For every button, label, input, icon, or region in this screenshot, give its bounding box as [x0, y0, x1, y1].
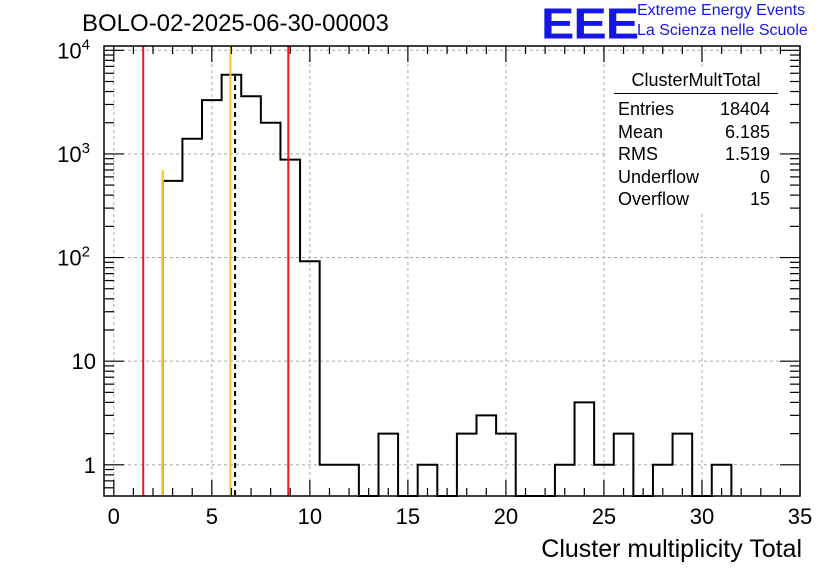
stats-row-mean: Mean 6.185 — [608, 121, 778, 144]
x-tick-label: 15 — [396, 504, 420, 529]
stats-value: 18404 — [719, 99, 770, 119]
x-axis-title: Cluster multiplicity Total — [541, 535, 802, 563]
stats-row-underflow: Underflow 0 — [608, 166, 778, 189]
stats-row-rms: RMS 1.519 — [608, 143, 778, 166]
stats-value: 6.185 — [724, 121, 770, 142]
stats-value: 1.519 — [724, 144, 770, 164]
stats-label: Entries — [618, 99, 675, 119]
brand-line-2: La Scienza nelle Scuole — [637, 22, 808, 39]
stats-label: RMS — [618, 144, 658, 164]
y-tick-label: 10 — [72, 349, 96, 374]
x-tick-label: 20 — [494, 504, 518, 529]
x-tick-label: 35 — [788, 504, 812, 529]
stats-label: Overflow — [618, 189, 690, 209]
chart-title: BOLO-02-2025-06-30-00003 — [82, 10, 389, 37]
stats-title: ClusterMultTotal — [614, 70, 778, 94]
x-tick-label: 10 — [298, 504, 322, 529]
stats-row-entries: Entries 18404 — [608, 98, 778, 121]
plot-frame — [103, 45, 801, 497]
y-tick-label: 1 — [84, 453, 96, 478]
x-tick-label: 30 — [690, 504, 714, 529]
x-tick-label: 25 — [592, 504, 616, 529]
stats-box: ClusterMultTotal Entries 18404 Mean 6.185 … — [608, 70, 778, 211]
y-tick-label: 103 — [57, 140, 90, 167]
stats-row-overflow: Overflow 15 — [608, 188, 778, 211]
stats-label: Underflow — [618, 166, 700, 187]
y-tick-label: 104 — [57, 36, 90, 63]
y-tick-label: 102 — [57, 244, 90, 271]
x-tick-label: 5 — [206, 504, 218, 529]
stats-label: Mean — [618, 121, 664, 142]
stats-value: 15 — [749, 189, 770, 209]
brand-line-1: Extreme Energy Events — [637, 2, 806, 19]
stats-value: 0 — [759, 166, 770, 187]
eee-logo: EEE — [541, 0, 639, 49]
x-tick-label: 0 — [108, 504, 120, 529]
